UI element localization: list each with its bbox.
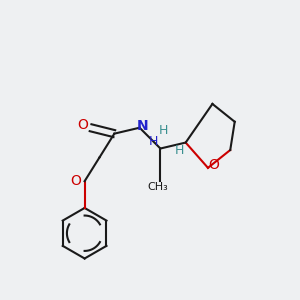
Text: N: N — [137, 119, 148, 133]
Text: O: O — [208, 158, 219, 172]
Text: H: H — [148, 135, 158, 148]
Text: H: H — [175, 143, 184, 157]
Text: H: H — [159, 124, 168, 137]
Text: O: O — [70, 174, 81, 188]
Text: O: O — [78, 118, 88, 132]
Text: CH₃: CH₃ — [147, 182, 168, 192]
